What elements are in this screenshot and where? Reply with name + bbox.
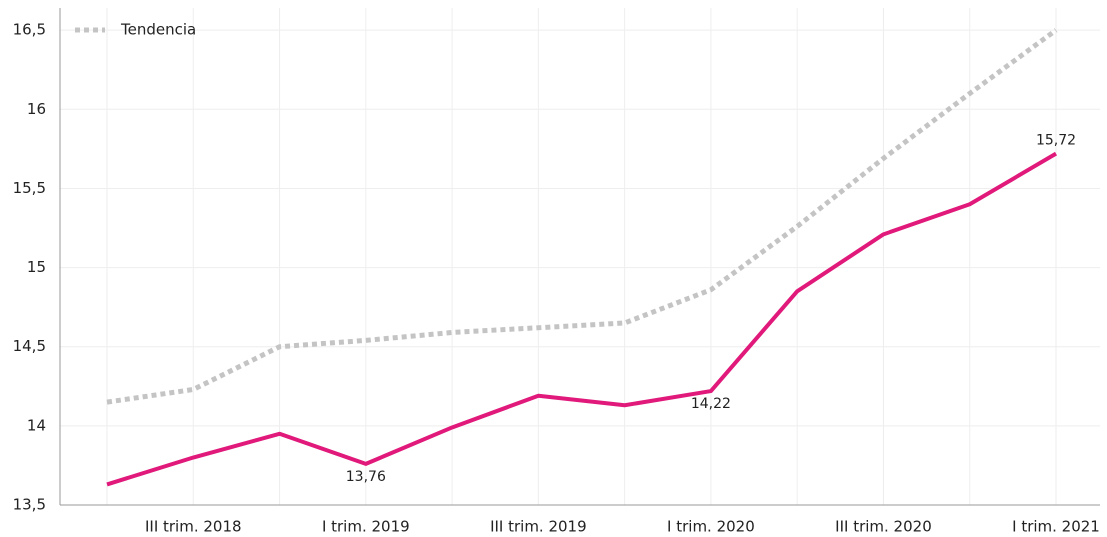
- data-line: [106, 151, 1058, 487]
- y-tick-label: 14: [27, 416, 46, 434]
- legend-label: Tendencia: [120, 21, 196, 39]
- y-tick-label: 13,5: [13, 496, 46, 514]
- x-tick-label: III trim. 2020: [835, 518, 932, 536]
- y-tick-label: 16,5: [13, 21, 46, 39]
- value-label: 14,22: [691, 396, 731, 412]
- x-tick-label: I trim. 2019: [322, 518, 410, 536]
- y-tick-label: 15,5: [13, 179, 46, 197]
- y-tick-label: 15: [27, 258, 46, 276]
- x-tick-label: III trim. 2019: [490, 518, 587, 536]
- x-tick-label: III trim. 2018: [145, 518, 242, 536]
- trend-line: [106, 28, 1058, 405]
- value-label: 13,76: [346, 469, 386, 485]
- x-tick-label: I trim. 2021: [1012, 518, 1100, 536]
- value-label: 15,72: [1036, 133, 1076, 149]
- x-tick-label: I trim. 2020: [667, 518, 755, 536]
- y-tick-label: 16: [27, 100, 46, 118]
- y-tick-label: 14,5: [13, 337, 46, 355]
